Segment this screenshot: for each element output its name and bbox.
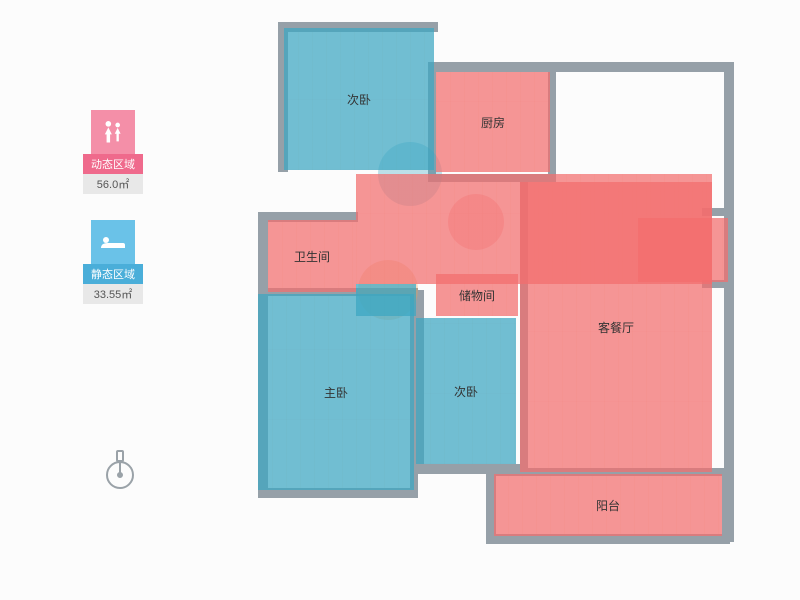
legend-static-label: 静态区域 [83, 264, 143, 284]
room-storage: 储物间 [436, 274, 518, 316]
room-corridor [356, 284, 416, 316]
room-label-bedroom2_mid: 次卧 [454, 383, 478, 400]
room-label-balcony: 阳台 [596, 497, 620, 514]
room-bedroom2_top: 次卧 [284, 28, 434, 170]
room-label-bathroom: 卫生间 [294, 248, 330, 265]
people-icon [91, 110, 135, 154]
room-label-storage: 储物间 [459, 287, 495, 304]
room-bathroom: 卫生间 [268, 220, 356, 292]
compass-icon [100, 445, 140, 493]
floorplan: 次卧厨房卫生间储物间客餐厅主卧次卧阳台 [258, 22, 738, 582]
room-label-kitchen: 厨房 [481, 114, 505, 131]
wall [722, 468, 732, 540]
room-master: 主卧 [258, 294, 414, 490]
room-label-master: 主卧 [324, 384, 348, 401]
room-balcony: 阳台 [494, 474, 722, 536]
legend-dynamic-label: 动态区域 [83, 154, 143, 174]
legend-dynamic-value: 56.0㎡ [83, 174, 143, 194]
sleep-icon [91, 220, 135, 264]
room-label-living: 客餐厅 [598, 319, 634, 336]
room-living_ext [638, 218, 728, 282]
legend-static-value: 33.55㎡ [83, 284, 143, 304]
room-bedroom2_mid: 次卧 [416, 318, 516, 464]
legend-static: 静态区域 33.55㎡ [78, 220, 148, 304]
room-kitchen: 厨房 [436, 72, 550, 172]
wall [434, 62, 734, 72]
legend-panel: 动态区域 56.0㎡ 静态区域 33.55㎡ [78, 110, 148, 330]
legend-dynamic: 动态区域 56.0㎡ [78, 110, 148, 194]
room-label-bedroom2_top: 次卧 [347, 91, 371, 108]
